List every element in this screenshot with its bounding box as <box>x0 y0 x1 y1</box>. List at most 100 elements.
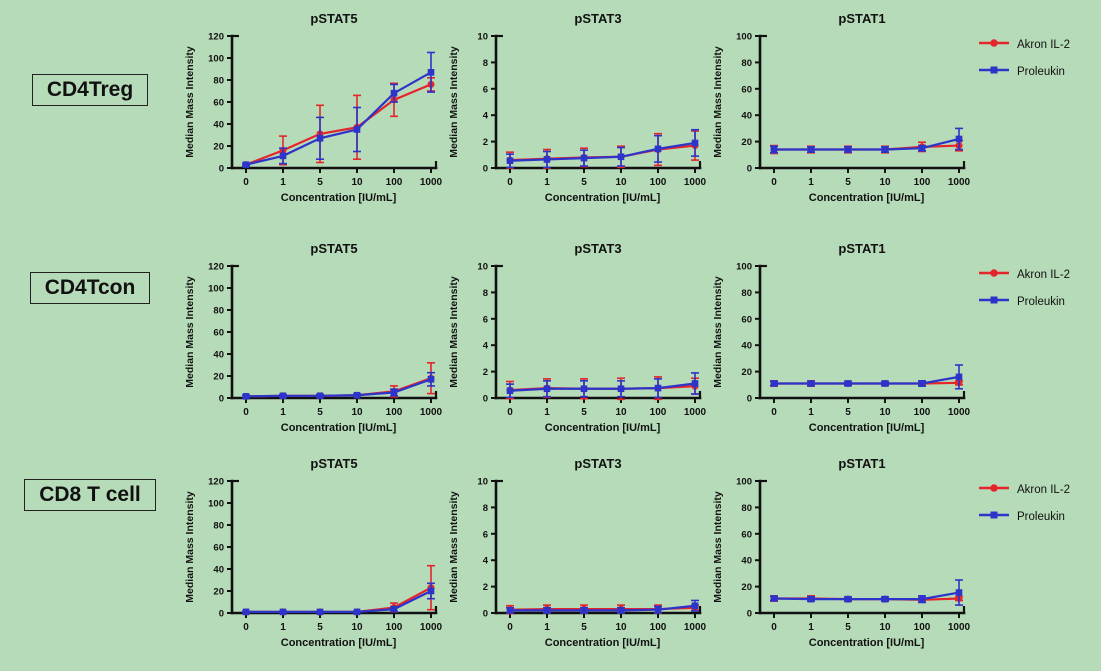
svg-text:5: 5 <box>317 407 323 418</box>
svg-text:5: 5 <box>581 177 587 188</box>
svg-text:100: 100 <box>736 32 752 43</box>
svg-text:0: 0 <box>483 394 488 405</box>
svg-text:120: 120 <box>208 477 224 488</box>
chart-cd4tcon-pstat3: pSTAT3 0 2 4 6 8 10 0 1 5 10 100 1000 Concentration [… <box>444 236 707 451</box>
legend-entry-akron: Akron IL-2 <box>978 36 1101 54</box>
figure-row-cd4treg: CD4Treg pSTAT5 0 20 40 60 80 100 120 0 1 5 10 100 100… <box>0 0 1101 230</box>
svg-text:5: 5 <box>581 407 587 418</box>
svg-text:0: 0 <box>771 622 777 633</box>
legend-entry-akron: Akron IL-2 <box>978 481 1101 499</box>
svg-text:80: 80 <box>741 58 752 69</box>
svg-text:4: 4 <box>483 111 489 122</box>
svg-text:0: 0 <box>219 394 224 405</box>
svg-text:120: 120 <box>208 262 224 273</box>
svg-text:1000: 1000 <box>684 407 706 418</box>
legend-entry-proleukin: Proleukin <box>978 63 1101 81</box>
svg-text:10: 10 <box>615 177 627 188</box>
legend-label: Proleukin <box>1017 296 1065 308</box>
svg-text:Concentration [IU/mL]: Concentration [IU/mL] <box>545 192 661 204</box>
svg-text:pSTAT5: pSTAT5 <box>310 11 357 26</box>
legend-label: Akron IL-2 <box>1017 39 1071 51</box>
svg-text:Concentration [IU/mL]: Concentration [IU/mL] <box>281 192 397 204</box>
svg-text:100: 100 <box>650 622 667 633</box>
svg-text:100: 100 <box>208 54 224 65</box>
svg-text:Median Mass Intensity: Median Mass Intensity <box>448 491 460 603</box>
svg-text:40: 40 <box>213 120 224 131</box>
svg-text:10: 10 <box>879 407 891 418</box>
svg-text:80: 80 <box>213 521 224 532</box>
svg-text:80: 80 <box>741 288 752 299</box>
svg-text:60: 60 <box>741 84 752 95</box>
svg-text:100: 100 <box>386 407 403 418</box>
svg-text:5: 5 <box>845 622 851 633</box>
svg-text:1: 1 <box>280 407 286 418</box>
svg-text:1: 1 <box>808 622 814 633</box>
chart-cd8tcell-pstat3: pSTAT3 0 2 4 6 8 10 0 1 5 10 100 1000 Concentration [… <box>444 451 707 666</box>
svg-text:100: 100 <box>736 262 752 273</box>
row-label-cd8tcell: CD8 T cell <box>24 479 156 511</box>
svg-text:8: 8 <box>483 288 488 299</box>
svg-text:8: 8 <box>483 503 488 514</box>
svg-text:Concentration [IU/mL]: Concentration [IU/mL] <box>809 637 925 649</box>
svg-text:10: 10 <box>879 622 891 633</box>
chart-cd4tcon-pstat5: pSTAT5 0 20 40 60 80 100 120 0 1 5 10 100 1000 Concent… <box>180 236 443 451</box>
svg-text:1000: 1000 <box>948 622 970 633</box>
svg-text:20: 20 <box>213 142 224 153</box>
svg-text:Concentration [IU/mL]: Concentration [IU/mL] <box>281 637 397 649</box>
svg-text:1: 1 <box>544 177 550 188</box>
svg-text:Concentration [IU/mL]: Concentration [IU/mL] <box>281 422 397 434</box>
svg-text:2: 2 <box>483 367 488 378</box>
svg-text:6: 6 <box>483 84 488 95</box>
svg-text:100: 100 <box>386 177 403 188</box>
svg-text:1000: 1000 <box>948 177 970 188</box>
svg-text:10: 10 <box>615 622 627 633</box>
svg-text:120: 120 <box>208 32 224 43</box>
svg-text:100: 100 <box>386 622 403 633</box>
svg-text:pSTAT1: pSTAT1 <box>838 241 885 256</box>
svg-text:6: 6 <box>483 314 488 325</box>
svg-text:60: 60 <box>213 98 224 109</box>
svg-text:Median Mass Intensity: Median Mass Intensity <box>712 491 724 603</box>
svg-text:40: 40 <box>741 341 752 352</box>
svg-text:Concentration [IU/mL]: Concentration [IU/mL] <box>545 422 661 434</box>
svg-text:2: 2 <box>483 582 488 593</box>
svg-text:0: 0 <box>219 164 224 175</box>
svg-text:100: 100 <box>914 177 931 188</box>
svg-text:10: 10 <box>351 622 363 633</box>
svg-text:100: 100 <box>914 407 931 418</box>
svg-text:1000: 1000 <box>420 407 442 418</box>
svg-text:0: 0 <box>219 609 224 620</box>
svg-text:Concentration [IU/mL]: Concentration [IU/mL] <box>809 192 925 204</box>
chart-cd4treg-pstat1: pSTAT1 0 20 40 60 80 100 0 1 5 10 100 1000 Concentrat… <box>708 6 971 221</box>
svg-text:10: 10 <box>477 477 488 488</box>
legend: Akron IL-2 Proleukin <box>978 266 1101 311</box>
svg-text:5: 5 <box>317 622 323 633</box>
svg-text:10: 10 <box>879 177 891 188</box>
svg-text:Concentration [IU/mL]: Concentration [IU/mL] <box>545 637 661 649</box>
svg-text:1: 1 <box>808 177 814 188</box>
svg-text:1: 1 <box>280 622 286 633</box>
svg-text:6: 6 <box>483 529 488 540</box>
svg-text:0: 0 <box>507 177 513 188</box>
svg-text:0: 0 <box>507 622 513 633</box>
svg-text:Median Mass Intensity: Median Mass Intensity <box>712 46 724 158</box>
chart-cd8tcell-pstat1: pSTAT1 0 20 40 60 80 100 0 1 5 10 100 1000 Concentrat… <box>708 451 971 666</box>
svg-text:0: 0 <box>771 407 777 418</box>
svg-text:60: 60 <box>213 328 224 339</box>
svg-text:0: 0 <box>483 164 488 175</box>
svg-text:1: 1 <box>808 407 814 418</box>
svg-text:100: 100 <box>208 499 224 510</box>
svg-text:pSTAT3: pSTAT3 <box>574 11 621 26</box>
svg-text:pSTAT5: pSTAT5 <box>310 456 357 471</box>
svg-text:20: 20 <box>213 587 224 598</box>
svg-text:1000: 1000 <box>684 622 706 633</box>
svg-text:5: 5 <box>317 177 323 188</box>
row-label-cd4treg: CD4Treg <box>31 74 149 106</box>
legend-label: Akron IL-2 <box>1017 269 1071 281</box>
svg-text:60: 60 <box>741 314 752 325</box>
figure-row-cd4tcon: CD4Tcon pSTAT5 0 20 40 60 80 100 120 0 1 5 10 100 100… <box>0 230 1101 445</box>
svg-text:100: 100 <box>208 284 224 295</box>
svg-text:0: 0 <box>747 164 752 175</box>
svg-text:0: 0 <box>747 609 752 620</box>
svg-text:10: 10 <box>351 407 363 418</box>
